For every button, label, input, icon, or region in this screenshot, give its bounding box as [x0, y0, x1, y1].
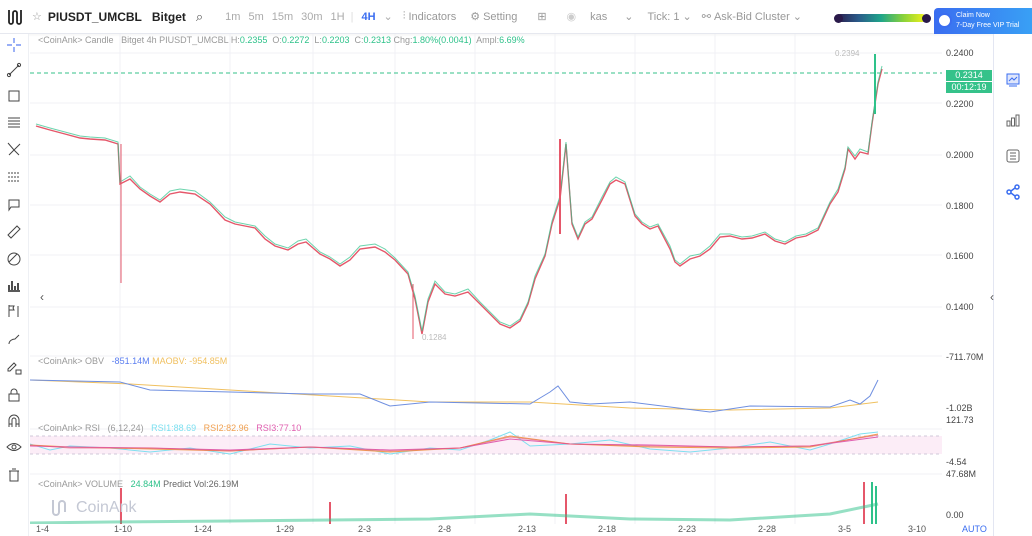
divider: | [350, 10, 354, 23]
measure-icon[interactable] [3, 248, 25, 270]
heatmap-color-slider[interactable] [836, 14, 926, 22]
rectangle-icon[interactable] [3, 85, 25, 107]
brush-icon[interactable] [3, 328, 25, 350]
slider-handle-left[interactable] [834, 14, 843, 23]
chevron-down-icon: ⌄ [682, 11, 692, 23]
timeframe-5m[interactable]: 5m [248, 10, 264, 23]
price-axis-label: 0.2400 [946, 48, 974, 58]
ask-bid-cluster-dropdown[interactable]: ⚯ Ask-Bid Cluster ⌄ [701, 10, 802, 24]
time-axis-label: 3-5 [838, 524, 852, 534]
chevron-down-icon: ⌄ [624, 11, 634, 23]
rsi-axis-label: -4.54 [946, 457, 967, 467]
collapse-right-panel-icon[interactable]: ‹ [990, 290, 994, 304]
price-axis-label: 0.1400 [946, 302, 974, 312]
pencil-lock-icon[interactable] [3, 356, 25, 378]
candle-legend: <CoinAnk> Candle Bitget 4h PIUSDT_UMCBL … [38, 35, 525, 45]
time-axis-label: 2-28 [758, 524, 777, 534]
price-axis-label: 0.1800 [946, 201, 974, 211]
indicators-button[interactable]: ⫶ Indicators [402, 10, 457, 23]
slider-handle-right[interactable] [922, 14, 931, 23]
kas-dropdown[interactable]: kas ⌄ [590, 10, 634, 24]
favorite-star-icon[interactable]: ☆ [32, 11, 42, 23]
eye-visibility-icon[interactable] [3, 436, 25, 458]
symbol-name[interactable]: PIUSDT_UMCBL [47, 9, 142, 24]
time-axis-label: 2-3 [358, 524, 372, 534]
trendline-icon[interactable] [3, 59, 25, 81]
timeframe-15m[interactable]: 15m [271, 10, 294, 23]
timeframe-dropdown-chevron-icon[interactable]: ⌄ [383, 11, 393, 23]
obv-axis-label: -1.02B [946, 403, 973, 413]
timeframe-1m[interactable]: 1m [225, 10, 241, 23]
layout-grid-icon[interactable]: ⊞ [537, 11, 547, 23]
volume-legend: <CoinAnk> VOLUME 24.84M Predict Vol:26.1… [38, 479, 239, 489]
rsi-legend: <CoinAnk> RSI (6,12,24) RSI1:88.69 RSI2:… [38, 423, 302, 433]
time-axis-label: 2-18 [598, 524, 617, 534]
pattern-icon[interactable] [3, 138, 25, 160]
time-axis-label: 1-24 [194, 524, 213, 534]
obv-axis-label: -711.70M [946, 352, 984, 362]
volume-axis-label: 0.00 [946, 510, 964, 520]
horizontal-lines-icon[interactable] [3, 112, 25, 134]
time-axis-label: 3-10 [908, 524, 927, 534]
auto-scale-button[interactable]: AUTO [962, 524, 987, 534]
high-marker-label: 0.2394 [835, 49, 860, 58]
list-icon[interactable] [1003, 146, 1023, 166]
low-marker-label: 0.1284 [422, 333, 447, 342]
search-icon[interactable]: ⌕ [195, 8, 204, 24]
exchange-name[interactable]: Bitget [151, 9, 186, 24]
time-axis-label: 1-29 [276, 524, 295, 534]
drawing-toolbar [0, 34, 29, 536]
timeframe-4h[interactable]: 4H [361, 10, 376, 23]
scroll-left-icon[interactable]: ‹ [40, 290, 44, 304]
time-axis-label: 2-23 [678, 524, 697, 534]
comment-icon[interactable] [3, 194, 25, 216]
price-axis-label: 0.2000 [946, 150, 974, 160]
chevron-down-icon: ⌄ [792, 11, 802, 23]
rsi-axis-label: 121.73 [946, 415, 974, 425]
bar-stats-icon[interactable] [1003, 110, 1023, 130]
bar-chart-icon[interactable] [3, 274, 25, 296]
right-sidebar: ‹ [990, 34, 1032, 536]
price-axis-label: 0.1600 [946, 251, 974, 261]
coinank-watermark: CoinAnk [50, 498, 136, 518]
price-axis-label: 0.2200 [946, 99, 974, 109]
time-axis-label: 2-8 [438, 524, 452, 534]
timeframe-1h[interactable]: 1H [330, 10, 345, 23]
magnet-icon[interactable] [3, 410, 25, 432]
price-chart-canvas[interactable]: 0.2394 0.1284 [30, 34, 942, 524]
setting-button[interactable]: ⚙ Setting [470, 10, 518, 24]
tick-dropdown[interactable]: Tick: 1 ⌄ [647, 10, 692, 24]
timeframe-30m[interactable]: 30m [301, 10, 323, 23]
app-logo-icon[interactable] [0, 0, 30, 34]
binoculars-icon: ⚯ [701, 11, 711, 23]
candle-countdown-tag: 00:12:19 [946, 82, 992, 93]
share-icon[interactable] [1003, 182, 1023, 202]
time-axis-label: 1-10 [114, 524, 133, 534]
volume-axis-label: 47.68M [946, 469, 977, 479]
crosshair-icon[interactable] [3, 34, 25, 56]
chart-monitor-icon[interactable] [1003, 70, 1023, 90]
obv-legend: <CoinAnk> OBV -851.14M MAOBV: -954.85M [38, 356, 228, 366]
ruler-icon[interactable] [3, 221, 25, 243]
vip-trial-banner[interactable]: Claim Now 7-Day Free VIP Trial [934, 8, 1032, 34]
indicators-icon: ⫶ [402, 10, 406, 22]
fibonacci-icon[interactable] [3, 166, 25, 188]
time-axis-label: 1-4 [36, 524, 50, 534]
lock-icon[interactable] [3, 384, 25, 406]
gear-icon: ⚙ [470, 11, 481, 23]
time-axis-label: 2-13 [518, 524, 537, 534]
current-price-tag: 0.2314 [946, 70, 992, 81]
eye-icon[interactable]: ◉ [566, 11, 577, 23]
trash-icon[interactable] [3, 464, 25, 486]
flag-marker-icon[interactable] [3, 300, 25, 322]
vip-badge-icon [937, 13, 952, 28]
